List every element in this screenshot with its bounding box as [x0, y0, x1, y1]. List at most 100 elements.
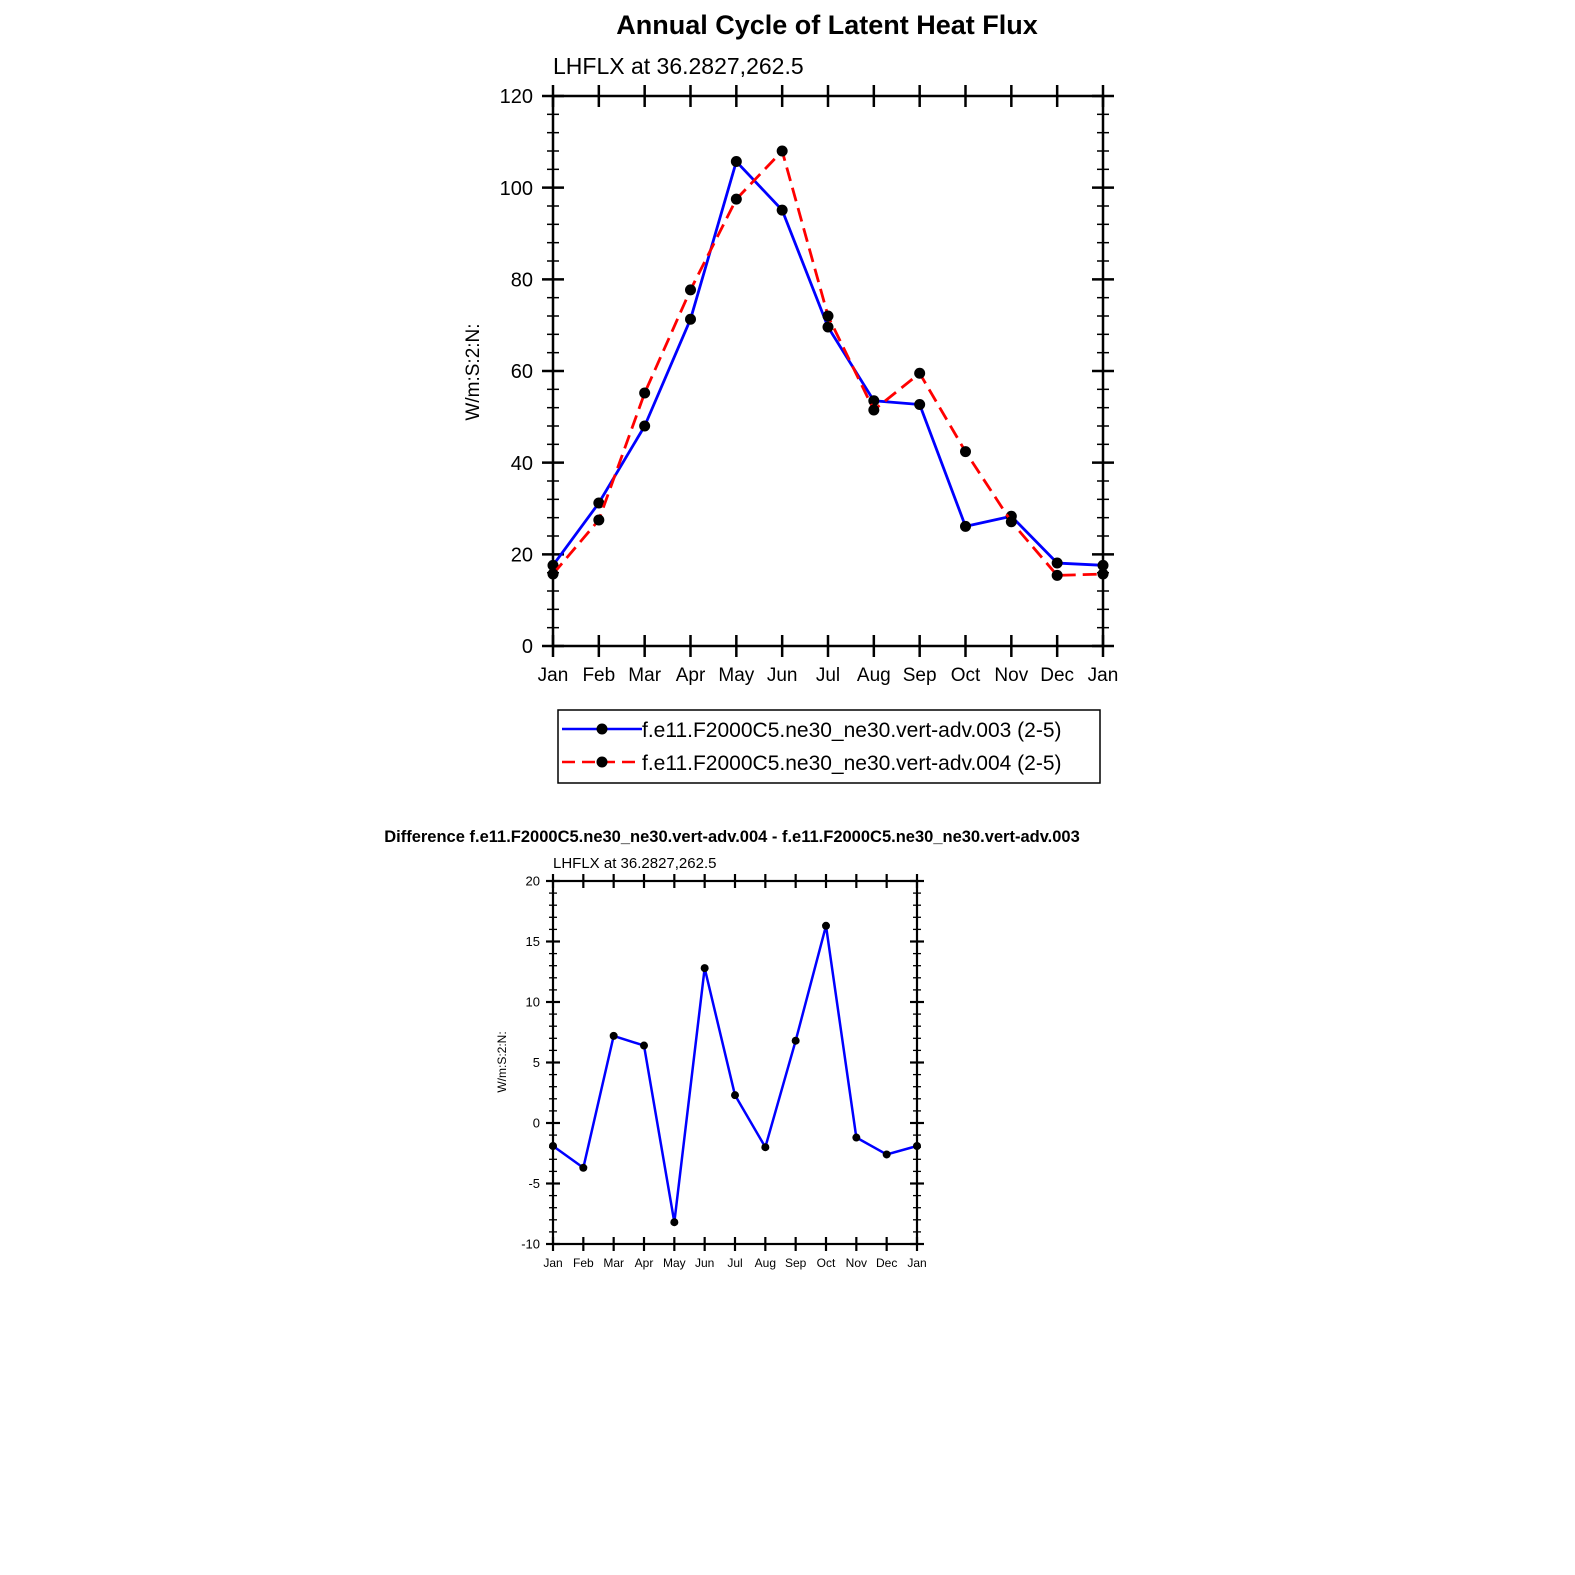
data-point — [670, 1218, 679, 1227]
y-tick-label: 20 — [526, 874, 540, 889]
data-point — [547, 568, 559, 580]
difference-chart-subtitle: LHFLX at 36.2827,262.5 — [553, 855, 716, 872]
data-point — [776, 204, 788, 216]
legend-label-003: f.e11.F2000C5.ne30_ne30.vert-adv.003 (2-… — [642, 719, 1062, 742]
x-tick-label: Mar — [603, 1256, 624, 1270]
x-tick-label: Dec — [876, 1256, 897, 1270]
data-point — [822, 321, 834, 333]
legend-entry-003: f.e11.F2000C5.ne30_ne30.vert-adv.003 (2-… — [562, 719, 1062, 742]
data-point — [914, 367, 926, 379]
data-point — [639, 420, 651, 432]
main-chart-plot-area — [547, 145, 1109, 581]
data-point — [868, 404, 880, 416]
legend-marker-003 — [596, 723, 608, 735]
y-tick-label: 80 — [511, 270, 533, 292]
data-point — [593, 514, 605, 526]
y-tick-label: 40 — [511, 453, 533, 475]
data-point — [609, 1031, 618, 1040]
legend-entry-004: f.e11.F2000C5.ne30_ne30.vert-adv.004 (2-… — [562, 752, 1062, 775]
y-tick-label: 5 — [533, 1055, 540, 1070]
y-tick-label: 0 — [533, 1116, 540, 1131]
data-point — [913, 1141, 921, 1150]
difference-chart-axes — [546, 874, 924, 1251]
data-point — [593, 497, 605, 509]
data-point — [776, 145, 788, 157]
x-tick-label: Nov — [846, 1256, 867, 1270]
difference-chart-tick-labels: Jan Feb Mar Apr May Jun Jul Aug Sep Oct Nov Dec Jan-… — [521, 874, 926, 1270]
x-tick-label: May — [718, 665, 754, 686]
x-tick-label: Sep — [903, 665, 937, 686]
data-point — [822, 310, 834, 322]
data-point — [685, 313, 696, 325]
main-chart-tick-labels: Jan Feb Mar Apr May Jun Jul Aug Sep Oct Nov Dec Jan0… — [500, 86, 1119, 686]
x-tick-label: May — [663, 1256, 686, 1270]
x-tick-label: Feb — [582, 665, 615, 686]
x-tick-label: Jan — [1088, 665, 1119, 686]
x-tick-label: Oct — [817, 1256, 836, 1270]
data-point — [1005, 516, 1017, 528]
y-tick-label: 0 — [522, 636, 533, 658]
difference-chart: Difference f.e11.F2000C5.ne30_ne30.vert-… — [384, 828, 1080, 1270]
x-tick-label: Jan — [538, 665, 569, 686]
x-tick-label: Jan — [543, 1256, 562, 1270]
y-tick-label: -10 — [521, 1237, 540, 1252]
data-point — [960, 520, 971, 532]
data-point — [730, 193, 742, 205]
x-tick-label: Jun — [767, 665, 798, 686]
x-tick-label: Feb — [573, 1256, 594, 1270]
x-tick-label: Jul — [727, 1256, 742, 1270]
data-point — [700, 964, 709, 973]
data-point — [685, 284, 696, 296]
x-tick-label: Nov — [994, 665, 1028, 686]
main-chart-y-axis-label: W/m:S:2:N: — [463, 323, 484, 420]
y-tick-label: 60 — [511, 361, 533, 383]
data-point — [868, 395, 880, 407]
data-point — [731, 1091, 739, 1100]
y-tick-label: 120 — [500, 86, 533, 108]
x-tick-label: Apr — [635, 1256, 654, 1270]
data-point — [791, 1036, 800, 1045]
x-tick-label: Dec — [1040, 665, 1074, 686]
main-chart-subtitle: LHFLX at 36.2827,262.5 — [553, 53, 804, 79]
data-point — [640, 1041, 648, 1050]
y-tick-label: 10 — [526, 995, 540, 1010]
difference-chart-y-axis-label: W/m:S:2:N: — [495, 1031, 509, 1092]
y-tick-label: 15 — [526, 934, 540, 949]
data-point — [852, 1133, 861, 1142]
x-tick-label: Jan — [907, 1256, 926, 1270]
data-point — [822, 921, 830, 930]
x-tick-label: Jun — [695, 1256, 714, 1270]
x-tick-label: Jul — [816, 665, 840, 686]
x-tick-label: Aug — [755, 1256, 776, 1270]
x-tick-label: Oct — [951, 665, 981, 686]
x-tick-label: Aug — [857, 665, 891, 686]
difference-chart-title: Difference f.e11.F2000C5.ne30_ne30.vert-… — [384, 828, 1080, 846]
data-point — [1097, 568, 1109, 580]
y-tick-label: -5 — [528, 1176, 540, 1191]
data-point — [639, 387, 651, 399]
data-point — [547, 559, 559, 571]
legend-box — [557, 709, 1101, 784]
x-tick-label: Sep — [785, 1256, 807, 1270]
data-point — [549, 1141, 557, 1150]
data-point — [1051, 557, 1063, 569]
main-chart-title: Annual Cycle of Latent Heat Flux — [616, 10, 1038, 40]
data-point — [579, 1163, 588, 1172]
main-chart-axes — [542, 85, 1114, 657]
data-point — [1097, 559, 1109, 571]
data-point — [761, 1143, 770, 1152]
data-point — [730, 156, 742, 168]
x-tick-label: Mar — [628, 665, 661, 686]
x-tick-label: Apr — [676, 665, 706, 686]
data-point — [960, 446, 971, 458]
data-point — [1051, 569, 1063, 581]
difference-chart-plot-area — [549, 921, 921, 1227]
data-point — [882, 1150, 891, 1159]
y-tick-label: 100 — [500, 178, 533, 200]
data-point — [914, 398, 926, 410]
y-tick-label: 20 — [511, 545, 533, 567]
legend-label-004: f.e11.F2000C5.ne30_ne30.vert-adv.004 (2-… — [642, 752, 1062, 775]
legend-marker-004 — [596, 756, 608, 768]
main-chart-legend: f.e11.F2000C5.ne30_ne30.vert-adv.003 (2-… — [557, 709, 1101, 784]
